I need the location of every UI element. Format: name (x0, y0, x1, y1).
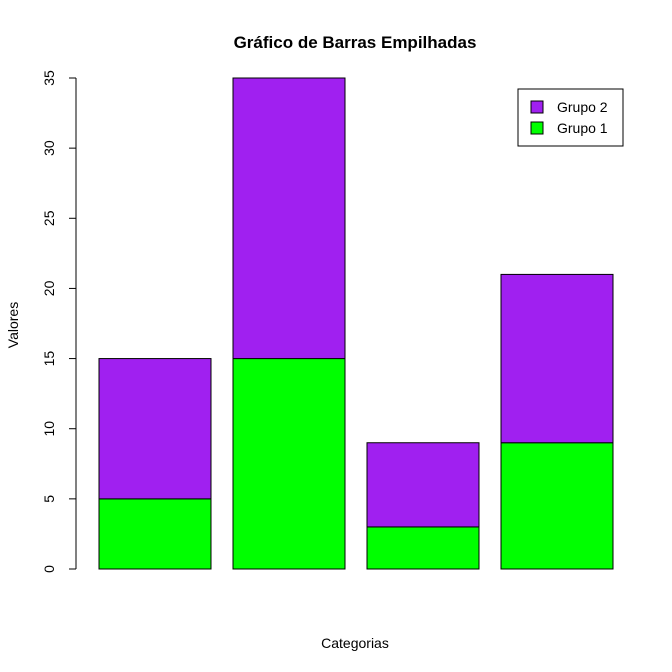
y-tick-label: 10 (41, 421, 57, 437)
bar-grupo-1-cat-2 (232, 358, 346, 570)
y-tick-label: 30 (41, 140, 57, 156)
y-tick-label: 35 (41, 70, 57, 86)
bar-grupo-2-cat-1 (98, 358, 212, 500)
y-axis: 0 5 10 15 20 25 30 35 (41, 70, 77, 573)
y-tick-label: 20 (41, 280, 57, 296)
chart-title: Gráfico de Barras Empilhadas (234, 33, 477, 52)
y-tick-label: 25 (41, 210, 57, 226)
bar-grupo-1-cat-4 (500, 442, 614, 570)
bar-grupo-1-cat-1 (98, 498, 212, 570)
legend-box (517, 88, 624, 147)
legend-label-grupo-1: Grupo 1 (557, 120, 608, 136)
bars (98, 77, 614, 570)
x-axis-label: Categorias (321, 635, 389, 651)
bar-grupo-1-cat-3 (366, 526, 480, 570)
y-tick-label: 5 (41, 495, 57, 503)
bar-grupo-2-cat-3 (366, 442, 480, 528)
bar-grupo-2-cat-2 (232, 77, 346, 360)
legend-swatch-grupo-2 (530, 100, 544, 114)
y-axis-label: Valores (5, 302, 21, 348)
y-tick-label: 0 (41, 565, 57, 573)
legend-label-grupo-2: Grupo 2 (557, 99, 608, 115)
y-tick-label: 15 (41, 351, 57, 367)
bar-grupo-2-cat-4 (500, 273, 614, 444)
legend: Grupo 2 Grupo 1 (517, 88, 624, 147)
legend-swatch-grupo-1 (530, 121, 544, 135)
